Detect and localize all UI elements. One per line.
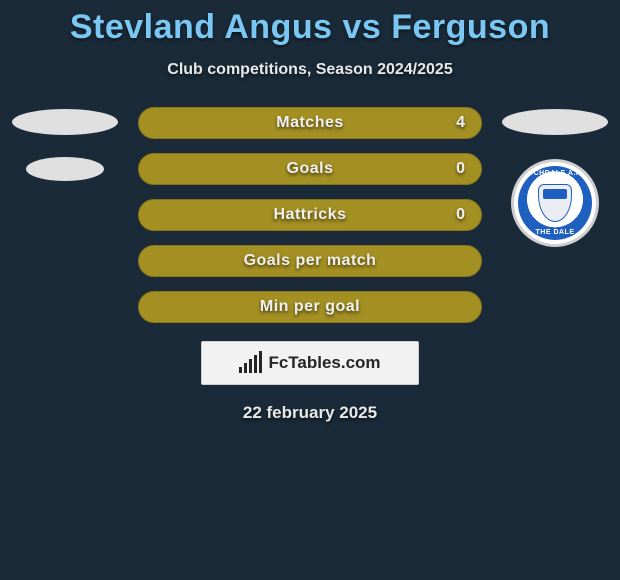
fctables-logo[interactable]: FcTables.com bbox=[201, 341, 419, 385]
stats-area: Matches 4 Goals 0 Hattricks 0 Goals per … bbox=[0, 107, 620, 323]
club-badge-rochdale-icon: ROCHDALE A.F.C THE DALE bbox=[518, 166, 592, 240]
stat-row-goals: Goals 0 bbox=[138, 153, 482, 185]
stat-value-right: 4 bbox=[456, 114, 465, 132]
left-player-column bbox=[10, 107, 120, 181]
bar-chart-icon bbox=[239, 353, 262, 373]
comparison-card: Stevland Angus vs Ferguson Club competit… bbox=[0, 0, 620, 423]
right-player-photo-placeholder bbox=[502, 109, 608, 135]
badge-crest-icon bbox=[538, 184, 572, 222]
stat-label: Min per goal bbox=[260, 298, 360, 316]
stat-value-right: 0 bbox=[456, 206, 465, 224]
subtitle: Club competitions, Season 2024/2025 bbox=[167, 61, 452, 79]
footer-date: 22 february 2025 bbox=[243, 403, 377, 423]
stat-row-matches: Matches 4 bbox=[138, 107, 482, 139]
right-player-column: ROCHDALE A.F.C THE DALE bbox=[500, 107, 610, 247]
stat-label: Goals per match bbox=[244, 252, 377, 270]
stat-row-min-per-goal: Min per goal bbox=[138, 291, 482, 323]
stat-value-right: 0 bbox=[456, 160, 465, 178]
stat-label: Goals bbox=[287, 160, 334, 178]
stat-bars: Matches 4 Goals 0 Hattricks 0 Goals per … bbox=[138, 107, 482, 323]
left-player-photo-placeholder bbox=[12, 109, 118, 135]
stat-row-hattricks: Hattricks 0 bbox=[138, 199, 482, 231]
stat-row-goals-per-match: Goals per match bbox=[138, 245, 482, 277]
badge-top-text: ROCHDALE A.F.C bbox=[518, 170, 592, 177]
stat-label: Hattricks bbox=[274, 206, 347, 224]
stat-label: Matches bbox=[276, 114, 344, 132]
left-club-badge-placeholder bbox=[26, 157, 104, 181]
page-title: Stevland Angus vs Ferguson bbox=[70, 8, 550, 47]
right-club-badge: ROCHDALE A.F.C THE DALE bbox=[511, 159, 599, 247]
badge-bottom-text: THE DALE bbox=[518, 229, 592, 236]
logo-text: FcTables.com bbox=[268, 353, 380, 373]
